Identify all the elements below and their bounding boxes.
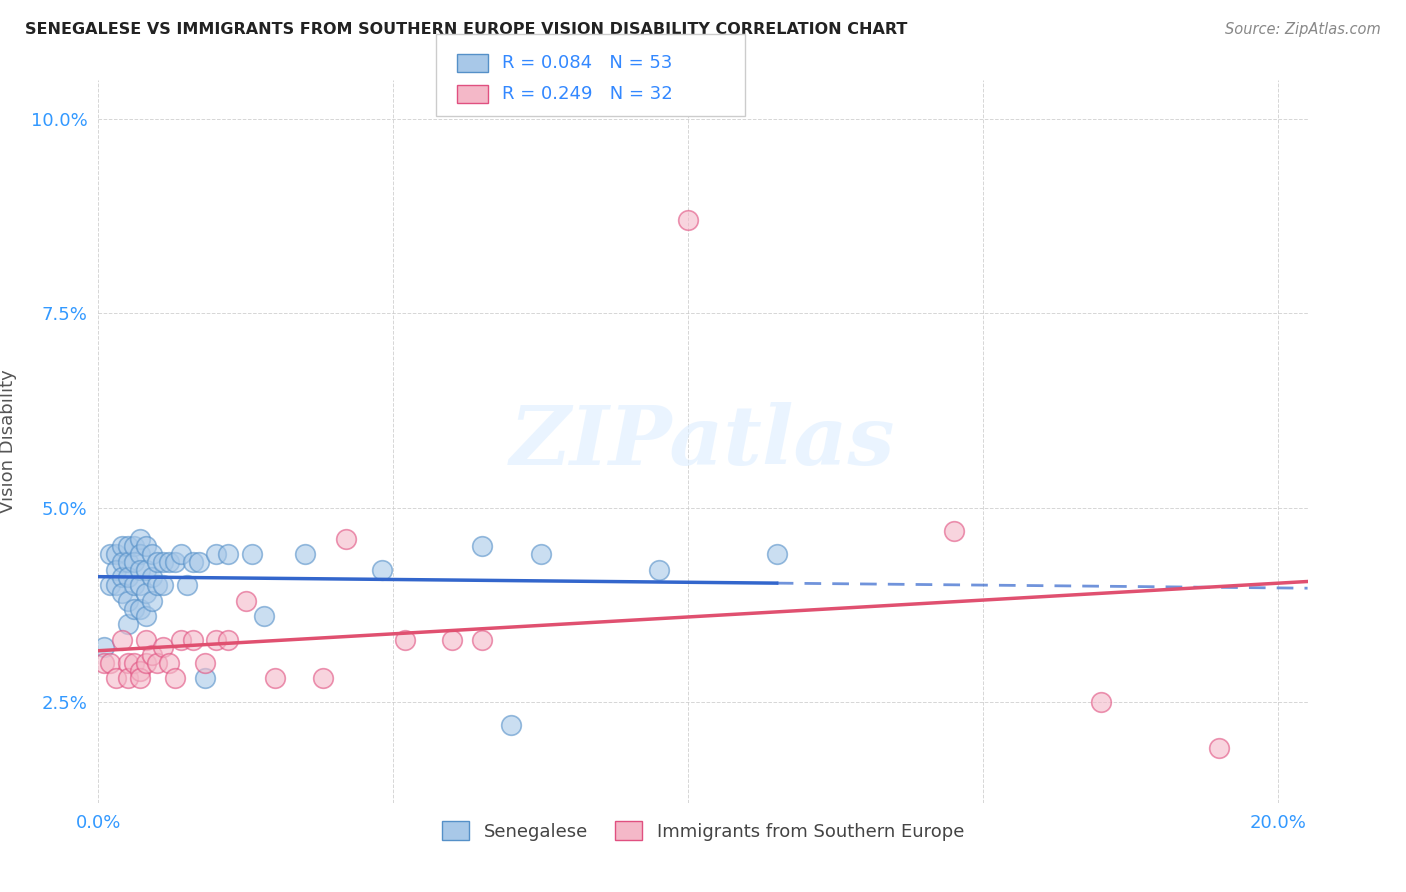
Point (117, 672, 139, 686)
Point (128, 578, 150, 592)
Point (501, 718, 523, 732)
Point (111, 632, 134, 647)
Point (141, 570, 163, 584)
Point (122, 578, 145, 592)
Point (135, 540, 157, 554)
Y-axis label: Vision Disability: Vision Disability (0, 369, 17, 514)
Text: R = 0.084   N = 53: R = 0.084 N = 53 (502, 54, 672, 72)
Point (530, 547, 553, 561)
Point (128, 563, 150, 577)
Point (181, 632, 204, 647)
Point (194, 672, 217, 686)
Text: SENEGALESE VS IMMIGRANTS FROM SOUTHERN EUROPE VISION DISABILITY CORRELATION CHAR: SENEGALESE VS IMMIGRANTS FROM SOUTHERN E… (25, 22, 908, 37)
Point (117, 617, 139, 632)
Point (240, 547, 263, 561)
Point (264, 672, 287, 686)
Point (942, 524, 965, 538)
Point (146, 578, 169, 592)
Point (235, 594, 257, 608)
Point (205, 547, 228, 561)
Point (441, 632, 464, 647)
Point (170, 632, 193, 647)
Point (117, 555, 139, 569)
Point (205, 632, 228, 647)
Point (394, 632, 416, 647)
Point (370, 563, 392, 577)
Point (111, 586, 134, 600)
Point (98, 547, 121, 561)
Point (128, 532, 150, 546)
Point (1090, 695, 1112, 709)
Point (471, 540, 494, 554)
Point (217, 547, 239, 561)
Point (165, 672, 187, 686)
Point (122, 601, 145, 615)
Point (98, 578, 121, 592)
Point (181, 555, 204, 569)
Point (157, 555, 180, 569)
Point (141, 547, 163, 561)
Point (117, 594, 139, 608)
Point (311, 672, 333, 686)
Point (122, 656, 145, 670)
Point (176, 578, 198, 592)
Point (678, 213, 700, 227)
Point (170, 547, 193, 561)
Point (152, 555, 174, 569)
Point (152, 640, 174, 655)
Text: ZIPatlas: ZIPatlas (510, 401, 896, 482)
Point (128, 672, 150, 686)
Point (471, 632, 494, 647)
Point (157, 656, 180, 670)
Text: R = 0.249   N = 32: R = 0.249 N = 32 (502, 85, 672, 103)
Point (98, 656, 121, 670)
Point (648, 563, 671, 577)
Point (128, 547, 150, 561)
Point (146, 656, 169, 670)
Point (194, 656, 217, 670)
Point (111, 570, 134, 584)
Point (117, 570, 139, 584)
Point (105, 672, 128, 686)
Point (152, 578, 174, 592)
Point (111, 540, 134, 554)
Text: Source: ZipAtlas.com: Source: ZipAtlas.com (1225, 22, 1381, 37)
Point (105, 578, 128, 592)
Point (93, 640, 115, 655)
Point (335, 532, 357, 546)
Point (105, 547, 128, 561)
Point (141, 594, 163, 608)
Point (217, 632, 239, 647)
Point (135, 563, 157, 577)
Point (141, 648, 163, 663)
Point (252, 609, 274, 624)
Point (117, 656, 139, 670)
Point (294, 547, 316, 561)
Legend: Senegalese, Immigrants from Southern Europe: Senegalese, Immigrants from Southern Eur… (434, 814, 972, 848)
Point (105, 563, 128, 577)
Point (93, 656, 115, 670)
Point (1208, 741, 1230, 756)
Point (135, 609, 157, 624)
Point (165, 555, 187, 569)
Point (135, 586, 157, 600)
Point (128, 601, 150, 615)
Point (146, 555, 169, 569)
Point (187, 555, 209, 569)
Point (135, 656, 157, 670)
Point (122, 555, 145, 569)
Point (765, 547, 787, 561)
Point (122, 540, 145, 554)
Point (128, 664, 150, 678)
Point (135, 632, 157, 647)
Point (117, 540, 139, 554)
Point (111, 555, 134, 569)
